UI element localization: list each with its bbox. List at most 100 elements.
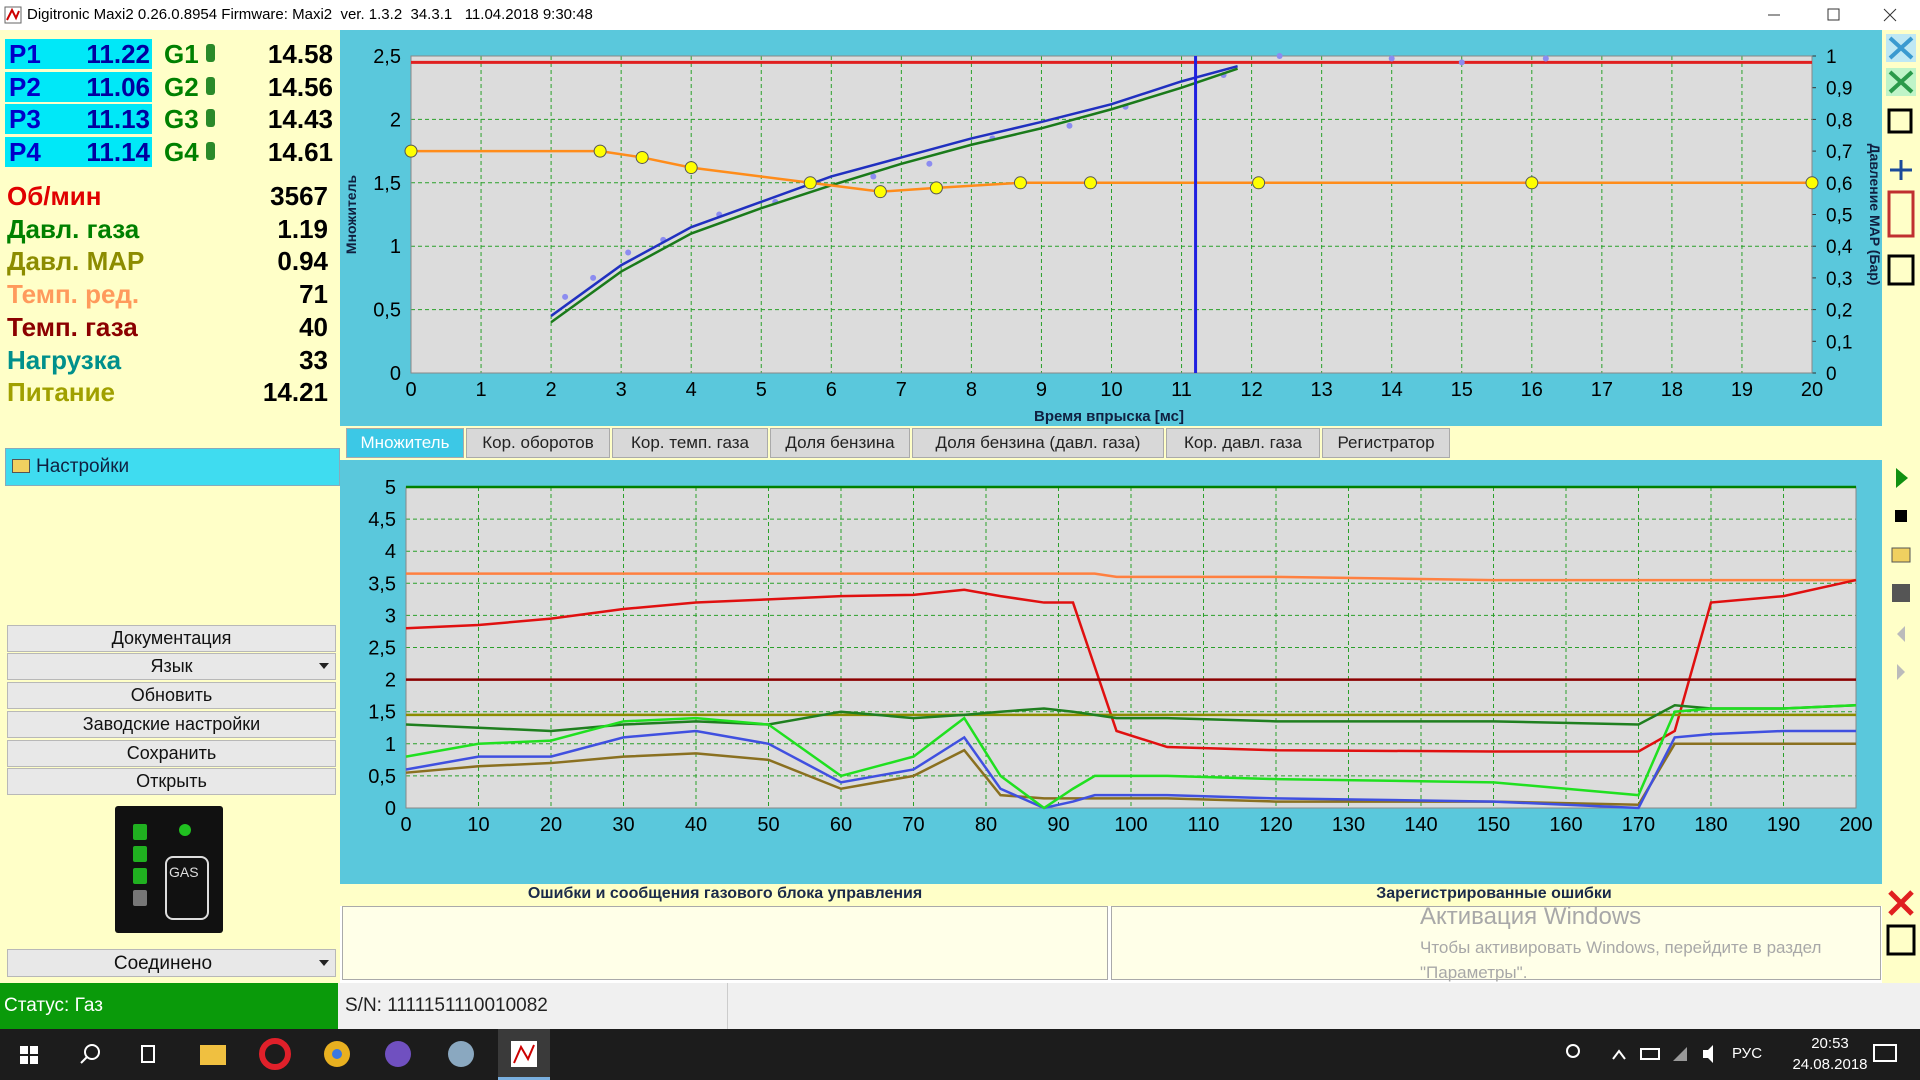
language[interactable]: РУС <box>1732 1045 1763 1062</box>
close-button[interactable] <box>1883 8 1897 22</box>
tab[interactable]: Кор. темп. газа <box>612 428 768 458</box>
x-tick-label: 1 <box>475 379 486 401</box>
data-line <box>411 149 1812 193</box>
reading-value: 71 <box>299 279 328 310</box>
data-line <box>405 704 1857 733</box>
title-bar: Digitronic Maxi2 0.26.0.8954 Firmware: M… <box>0 0 1920 31</box>
clock-date[interactable]: 24.08.2018 <box>1792 1056 1868 1073</box>
opera-icon[interactable] <box>259 1038 291 1070</box>
notifications-icon[interactable] <box>1868 1041 1908 1071</box>
data-line <box>550 64 1238 317</box>
bottom-chart: 0 10 20 30 40 50 60 70 80 90 100 110 120 130 140 150 160… <box>368 477 1873 836</box>
x-tick-label: 20 <box>1801 379 1823 401</box>
window-controls[interactable] <box>1750 0 1920 30</box>
x-tick-label: 200 <box>1839 814 1872 836</box>
tray-icon[interactable] <box>1566 1044 1580 1058</box>
toolbar-button[interactable] <box>1887 254 1915 286</box>
settings-button[interactable]: Настройки <box>5 448 340 486</box>
gas-injector-icon <box>206 141 215 160</box>
top-chart: 0 1 2 3 4 5 6 7 8 9 10 11 12 13 14 15 16 17 18 19 2000,511,5… <box>343 46 1880 425</box>
task-view-button[interactable] <box>141 1045 155 1063</box>
toolbar-button[interactable] <box>1886 924 1916 956</box>
scatter-point <box>1276 53 1283 59</box>
prev-button[interactable] <box>1897 626 1905 642</box>
line-point <box>803 176 817 190</box>
volume-icon[interactable] <box>1703 1045 1713 1063</box>
save-button[interactable] <box>1892 584 1910 602</box>
menu-button[interactable]: Заводские настройки <box>7 711 336 738</box>
x-tick-label: 170 <box>1622 814 1655 836</box>
x-axis-title: Время впрыска [мс] <box>1034 408 1184 425</box>
gas-led <box>179 824 191 836</box>
y-axis-title: Множитель <box>343 175 359 255</box>
left-panel: P1 11.22 G1 14.58 P2 11.06 G2 14.56 P3 11.13 G3 14.… <box>0 30 340 983</box>
toolbar-button[interactable] <box>1890 160 1912 180</box>
toolbar-button[interactable] <box>1887 190 1915 238</box>
menu-button[interactable]: Язык <box>7 653 336 680</box>
reading-label: Давл. газа <box>7 213 140 244</box>
toolbar-button[interactable] <box>1887 108 1913 134</box>
injector-box <box>5 39 152 69</box>
y-tick-label: 2,5 <box>373 46 401 68</box>
tray-expand[interactable] <box>1612 1049 1626 1060</box>
y2-tick-label: 0,5 <box>1826 206 1852 227</box>
search-button[interactable] <box>80 1044 100 1064</box>
y-tick-label: 3 <box>385 605 396 627</box>
x-tick-label: 10 <box>1100 379 1122 401</box>
line-point <box>1805 176 1819 190</box>
x-tick-label: 190 <box>1767 814 1800 836</box>
menu-button[interactable]: Обновить <box>7 682 336 709</box>
window-title: Digitronic Maxi2 0.26.0.8954 Firmware: M… <box>27 6 593 23</box>
scatter-point <box>926 160 933 167</box>
right-toolbar <box>1882 30 1920 984</box>
next-button[interactable] <box>1897 664 1905 680</box>
explorer-icon[interactable] <box>200 1045 226 1065</box>
tab[interactable]: Множитель <box>346 428 464 458</box>
settings-icon <box>12 459 30 473</box>
menu-button[interactable]: Открыть <box>7 768 336 795</box>
tab[interactable]: Доля бензина (давл. газа) <box>912 428 1164 458</box>
tab[interactable]: Доля бензина <box>770 428 910 458</box>
app-icon[interactable] <box>448 1041 474 1067</box>
restore-button[interactable] <box>1827 8 1840 21</box>
menu-button[interactable]: Сохранить <box>7 740 336 767</box>
x-tick-label: 90 <box>1047 814 1069 836</box>
x-tick-label: 2 <box>546 379 557 401</box>
menu-button[interactable]: Документация <box>7 625 336 652</box>
open-button[interactable] <box>1891 547 1911 563</box>
status-divider <box>727 983 728 1029</box>
scatter-point <box>870 173 877 180</box>
tray-icons <box>1566 1044 1713 1063</box>
y-tick-label: 0 <box>390 363 401 385</box>
reading-label: Нагрузка <box>7 344 122 375</box>
scatter-point <box>562 293 569 300</box>
y-tick-label: 5 <box>385 477 396 499</box>
y-tick-label: 2,5 <box>368 638 396 660</box>
line-point <box>684 161 698 175</box>
y2-tick-label: 0,8 <box>1826 110 1852 131</box>
clock-time[interactable]: 20:53 <box>1811 1035 1849 1052</box>
play-button[interactable] <box>1896 468 1908 488</box>
reading-value: 3567 <box>270 181 328 211</box>
error-list <box>342 906 1108 980</box>
battery-icon[interactable] <box>1640 1048 1660 1060</box>
line-point <box>929 181 943 195</box>
dropdown-arrow <box>319 663 329 669</box>
error-title: Зарегистрированные ошибки <box>1376 885 1612 902</box>
scatter-point <box>1458 59 1465 66</box>
x-tick-label: 0 <box>400 814 411 836</box>
data-line <box>550 67 1238 324</box>
connection-select[interactable]: Соединено <box>7 949 336 977</box>
tab[interactable]: Регистратор <box>1322 428 1450 458</box>
y2-tick-label: 0 <box>1826 364 1837 385</box>
network-icon[interactable] <box>1673 1047 1687 1061</box>
clear-errors-button[interactable] <box>1888 890 1914 916</box>
viber-icon[interactable] <box>385 1041 411 1067</box>
start-button[interactable] <box>20 1046 38 1064</box>
gas-indicator: GAS <box>115 806 223 933</box>
y-tick-label: 2 <box>385 670 396 692</box>
stop-button[interactable] <box>1895 510 1907 522</box>
tab[interactable]: Кор. давл. газа <box>1166 428 1320 458</box>
x-tick-label: 4 <box>686 379 697 401</box>
tab[interactable]: Кор. оборотов <box>466 428 610 458</box>
